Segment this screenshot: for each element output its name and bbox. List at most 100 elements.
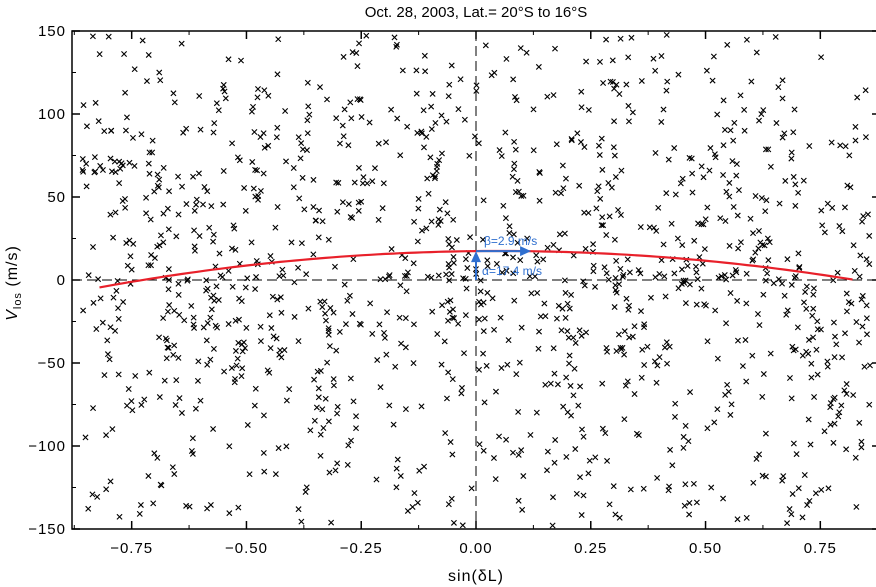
scatter-point — [145, 51, 152, 58]
scatter-point — [566, 305, 573, 312]
scatter-point — [724, 381, 731, 388]
scatter-point — [422, 68, 429, 75]
scatter-point — [783, 311, 790, 318]
scatter-point — [220, 201, 227, 208]
scatter-point — [590, 268, 597, 275]
scatter-point — [612, 173, 619, 180]
scatter-point — [566, 352, 573, 359]
scatter-point — [210, 231, 217, 238]
scatter-point — [511, 138, 518, 145]
scatter-point — [843, 290, 850, 297]
scatter-point — [866, 261, 873, 268]
scatter-point — [393, 465, 400, 472]
scatter-point — [215, 107, 222, 114]
scatter-point — [291, 313, 298, 320]
scatter-point — [207, 314, 214, 321]
scatter-point — [210, 129, 217, 136]
scatter-point — [606, 501, 613, 508]
scatter-point — [83, 183, 90, 190]
scatter-point — [213, 100, 220, 107]
scatter-point — [805, 416, 812, 423]
scatter-point — [581, 144, 588, 151]
scatter-point — [267, 345, 274, 352]
scatter-point — [459, 522, 466, 529]
scatter-point — [814, 318, 821, 325]
scatter-point — [613, 289, 620, 296]
scatter-point — [601, 264, 608, 271]
scatter-point — [754, 311, 761, 318]
scatter-point — [658, 257, 665, 264]
scatter-point — [554, 381, 561, 388]
scatter-point — [727, 290, 734, 296]
scatter-point — [794, 324, 801, 331]
scatter-point — [617, 35, 624, 42]
scatter-point — [476, 298, 483, 305]
scatter-point — [752, 193, 759, 199]
scatter-point — [767, 350, 774, 357]
scatter-point — [171, 307, 178, 314]
scatter-point — [193, 196, 200, 203]
scatter-point — [715, 274, 722, 281]
alpha-arrow-head — [471, 251, 481, 263]
scatter-point — [154, 454, 161, 461]
scatter-point — [821, 428, 828, 435]
scatter-point — [831, 420, 838, 427]
scatter-point — [166, 302, 173, 309]
scatter-point — [560, 185, 567, 192]
scatter-point — [275, 36, 282, 43]
scatter-point — [844, 182, 851, 189]
scatter-point — [599, 425, 606, 432]
scatter-point — [761, 242, 768, 249]
scatter-point — [604, 457, 611, 464]
scatter-point — [808, 360, 815, 367]
scatter-point — [151, 450, 158, 457]
plot-area — [71, 30, 876, 530]
scatter-point — [201, 184, 208, 191]
scatter-point — [444, 298, 451, 305]
scatter-point — [576, 327, 583, 334]
scatter-point — [506, 229, 513, 236]
scatter-point — [510, 270, 517, 277]
scatter-point — [725, 388, 732, 395]
scatter-point — [129, 407, 136, 414]
scatter-point — [864, 331, 870, 338]
scatter-point — [842, 330, 849, 337]
scatter-point — [477, 288, 484, 295]
scatter-point — [178, 409, 185, 416]
scatter-point — [380, 180, 387, 187]
scatter-point — [726, 179, 733, 186]
scatter-point — [443, 271, 450, 278]
scatter-point — [753, 49, 760, 56]
scatter-point — [714, 406, 721, 413]
scatter-point — [694, 276, 701, 283]
scatter-point — [210, 345, 217, 352]
scatter-point — [238, 373, 245, 380]
scatter-point — [455, 106, 462, 113]
scatter-point — [175, 291, 182, 298]
scatter-point — [384, 309, 391, 316]
scatter-point — [345, 442, 352, 449]
scatter-point — [211, 120, 218, 127]
scatter-point — [638, 308, 645, 315]
x-tick-label: −0.75 — [110, 540, 153, 557]
scatter-point — [509, 449, 516, 456]
scatter-point — [106, 356, 113, 363]
scatter-point — [96, 51, 103, 58]
scatter-point — [696, 254, 703, 261]
scatter-point — [451, 315, 458, 322]
scatter-point — [559, 305, 566, 312]
scatter-point — [375, 216, 382, 223]
scatter-point — [578, 332, 585, 339]
scatter-point — [795, 485, 802, 492]
scatter-point — [268, 325, 275, 332]
scatter-point — [169, 464, 176, 471]
scatter-point — [341, 281, 348, 288]
scatter-point — [89, 491, 96, 498]
scatter-point — [668, 220, 675, 227]
scatter-point — [333, 115, 340, 122]
scatter-point — [346, 292, 353, 299]
scatter-point — [375, 140, 382, 147]
scatter-point — [324, 96, 330, 103]
scatter-point — [363, 32, 370, 39]
scatter-point — [484, 257, 491, 264]
